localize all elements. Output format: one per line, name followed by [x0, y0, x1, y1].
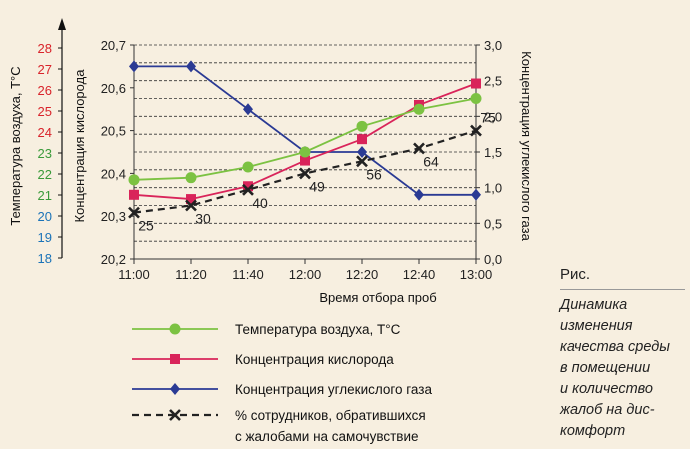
- temp-axis-label: Температура воздуха, Т°С: [8, 66, 23, 225]
- axes: 20,220,320,420,520,620,70,00,51,01,52,02…: [38, 18, 502, 282]
- legend-item-3: % сотрудников, обратившихся с жалобами на…: [132, 408, 426, 444]
- data-point: [129, 60, 139, 73]
- legend-marker: [169, 409, 181, 421]
- temp-tick-label: 28: [38, 41, 52, 56]
- data-point: [185, 172, 197, 184]
- legend-marker: [169, 323, 181, 335]
- legend-label: % сотрудников, обратившихся: [235, 408, 426, 423]
- data-point: [299, 167, 311, 180]
- oxygen-tick-label: 20,5: [101, 124, 126, 139]
- legend-item-2: Концентрация углекислого газа: [132, 382, 432, 397]
- temp-axis-arrow: [58, 18, 66, 30]
- data-point: [128, 206, 140, 219]
- co2-axis-label: Концентрация углекислого газа: [519, 51, 534, 241]
- data-label: 64: [423, 153, 439, 169]
- co2-tick-label: 0,0: [484, 252, 502, 267]
- x-tick-label: 12:40: [403, 267, 436, 282]
- series: 25 30 40 49 56 64 75: [128, 60, 496, 234]
- data-point: [356, 120, 368, 132]
- temp-tick-label: 25: [38, 104, 52, 119]
- data-point: [242, 183, 254, 196]
- data-point: [471, 188, 481, 201]
- oxygen-tick-label: 20,2: [101, 252, 126, 267]
- legend-label: Концентрация углекислого газа: [235, 382, 432, 397]
- x-tick-label: 11:20: [175, 267, 207, 282]
- temp-tick-label: 27: [38, 62, 52, 77]
- x-tick-label: 11:00: [118, 267, 150, 282]
- caption-text: Динамика изменения качества среды в поме…: [560, 297, 670, 439]
- figure-caption: Рис. Динамика изменения качества среды в…: [560, 266, 685, 442]
- x-tick-label: 12:00: [289, 267, 322, 282]
- co2-tick-label: 0,5: [484, 216, 502, 231]
- data-label: 40: [252, 195, 268, 211]
- temp-tick-label: 18: [38, 251, 52, 266]
- x-tick-label: 13:00: [460, 267, 493, 282]
- data-point: [413, 142, 425, 155]
- data-point: [186, 194, 196, 205]
- data-label: 25: [138, 218, 154, 234]
- data-point: [471, 78, 481, 89]
- co2-tick-label: 1,5: [484, 145, 502, 160]
- caption-title: Рис.: [560, 266, 685, 290]
- data-point: [129, 189, 139, 200]
- temp-tick-label: 21: [38, 188, 52, 203]
- data-point: [357, 134, 367, 145]
- temp-tick-label: 20: [38, 209, 52, 224]
- data-point: [300, 155, 310, 166]
- data-point: [243, 181, 253, 192]
- legend: Температура воздуха, Т°С Концентрация кис…: [132, 322, 432, 444]
- data-point: [356, 155, 368, 168]
- data-point: [470, 124, 482, 137]
- data-label: 49: [309, 178, 325, 194]
- legend-label: Концентрация кислорода: [235, 352, 394, 367]
- temp-tick-label: 19: [38, 230, 52, 245]
- data-label: 56: [366, 166, 382, 182]
- co2-tick-label: 1,0: [484, 181, 502, 196]
- data-point: [186, 60, 196, 73]
- oxygen-tick-label: 20,3: [101, 209, 126, 224]
- x-tick-label: 11:40: [232, 267, 264, 282]
- series-0: [128, 93, 482, 186]
- data-label: 75: [480, 110, 496, 126]
- data-point: [185, 199, 197, 212]
- co2-tick-label: 3,0: [484, 38, 502, 53]
- data-point: [243, 103, 253, 116]
- temp-tick-label: 22: [38, 167, 52, 182]
- data-point: [414, 188, 424, 201]
- legend-label: Температура воздуха, Т°С: [235, 322, 401, 337]
- x-tick-label: 12:20: [346, 267, 379, 282]
- temp-tick-label: 23: [38, 146, 52, 161]
- data-point: [128, 174, 140, 186]
- legend-item-0: Температура воздуха, Т°С: [132, 322, 401, 337]
- series-3: 25 30 40 49 56 64 75: [128, 110, 496, 234]
- temp-tick-label: 26: [38, 83, 52, 98]
- legend-marker: [170, 383, 180, 395]
- data-point: [242, 161, 254, 173]
- data-label: 30: [195, 211, 211, 227]
- x-axis-label: Время отбора проб: [319, 290, 436, 305]
- legend-label-line2: с жалобами на самочувствие: [235, 429, 419, 444]
- data-point: [357, 146, 367, 158]
- oxygen-axis-label: Концентрация кислорода: [72, 69, 87, 223]
- oxygen-tick-label: 20,7: [101, 38, 126, 53]
- data-point: [299, 146, 311, 158]
- co2-tick-label: 2,0: [484, 109, 502, 124]
- co2-tick-label: 2,5: [484, 74, 502, 89]
- legend-item-1: Концентрация кислорода: [132, 352, 394, 367]
- data-point: [413, 103, 425, 115]
- oxygen-tick-label: 20,6: [101, 81, 126, 96]
- temp-tick-label: 24: [38, 125, 52, 140]
- oxygen-tick-label: 20,4: [101, 166, 126, 181]
- data-point: [470, 93, 482, 104]
- legend-marker: [170, 354, 180, 364]
